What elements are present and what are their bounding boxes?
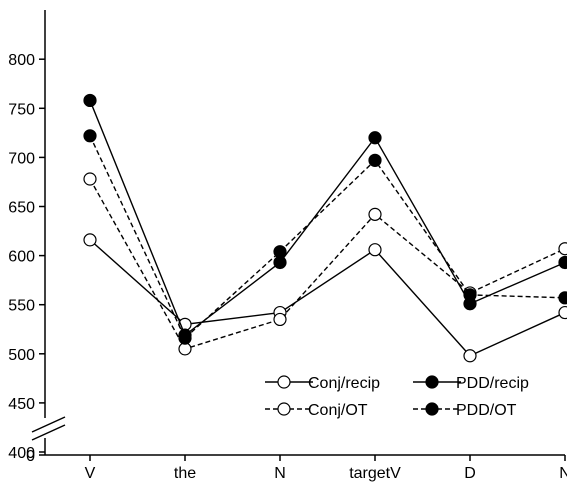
y-tick-label: 450 [8,396,35,413]
legend-item: Conj/recip [265,375,380,392]
data-point [83,172,97,186]
data-point [83,129,97,143]
data-point [463,288,477,302]
legend-label: Conj/recip [308,375,380,392]
series-layer [83,93,567,363]
legend-item: Conj/OT [265,402,368,419]
x-tick-label: targetV [349,465,401,482]
series-conj-recip [83,233,567,363]
series-line [89,100,566,337]
data-point [178,331,192,345]
legend: Conj/recip Conj/OT PDD/recip PDD/OT [265,375,529,419]
axes [31,10,565,456]
x-tick-label: the [174,465,196,482]
series-pdd-recip [83,93,567,342]
y-tick-label: 650 [8,200,35,217]
data-point [83,233,97,247]
data-point [368,131,382,145]
y-tick-label: 700 [8,150,35,167]
legend-item: PDD/OT [413,402,517,419]
y-tick-label: 500 [8,347,35,364]
series-pdd-ot [83,129,567,345]
axis-break-mark-upper [31,416,66,433]
y-tick-label: 400 [8,445,35,462]
x-tick-label: V [85,465,96,482]
data-point [368,153,382,167]
y-tick-label: 0 [26,448,35,465]
legend-item: PDD/recip [413,375,529,392]
data-point [273,312,287,327]
data-point [178,342,192,356]
legend-marker [277,402,291,416]
data-point [273,245,287,259]
series-line [89,178,566,350]
series-line [89,135,566,340]
data-point [558,305,567,320]
legend-label: PDD/OT [456,402,517,419]
x-tick-label: N [559,465,567,482]
legend-marker [425,375,439,389]
data-point [368,207,382,221]
data-point [558,291,567,305]
legend-label: Conj/OT [308,402,368,419]
data-point [368,243,382,257]
series-line [89,239,566,357]
data-point [558,242,567,256]
axis-break-mark-lower [31,424,66,441]
y-tick-label: 550 [8,298,35,315]
data-point [273,255,287,270]
y-tick-label: 800 [8,52,35,69]
data-point [463,349,477,363]
y-tick-label: 600 [8,249,35,266]
data-point [558,255,567,270]
legend-label: PDD/recip [456,375,529,392]
y-tick-label: 750 [8,101,35,118]
legend-marker [277,375,291,389]
x-tick-label: N [274,465,286,482]
legend-marker [425,402,439,416]
x-tick-label: D [464,465,476,482]
data-point [83,93,97,108]
series-conj-ot [83,172,567,356]
